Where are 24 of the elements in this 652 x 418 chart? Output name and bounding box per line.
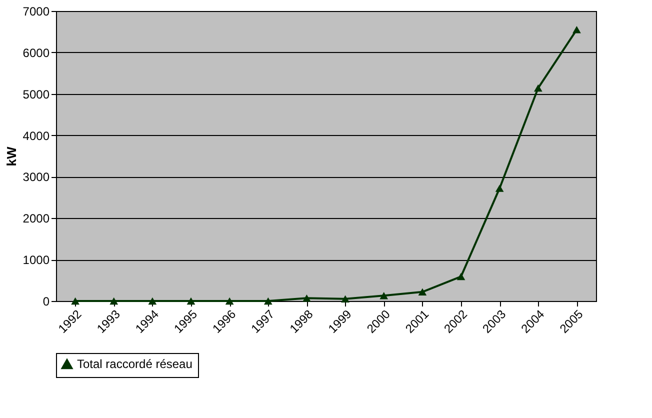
point bbox=[495, 184, 504, 192]
point bbox=[148, 297, 157, 305]
point bbox=[71, 297, 80, 305]
point bbox=[456, 272, 466, 280]
point bbox=[572, 26, 581, 34]
point bbox=[186, 297, 196, 305]
y-tick-label: 2000 bbox=[22, 212, 50, 226]
point bbox=[264, 297, 272, 305]
y-tick-label: 5000 bbox=[22, 87, 50, 102]
legend-label: Total raccordé réseau bbox=[77, 357, 192, 371]
point bbox=[341, 295, 350, 303]
y-axis-title: kW bbox=[4, 146, 19, 166]
point bbox=[418, 288, 427, 296]
y-tick-label: 4000 bbox=[22, 128, 50, 143]
y-tick-label: 1000 bbox=[22, 253, 50, 268]
y-tick-label: 3000 bbox=[22, 170, 50, 184]
point bbox=[110, 297, 118, 305]
y-tick-label: 6000 bbox=[22, 46, 50, 60]
y-tick-label: 0 bbox=[42, 294, 50, 308]
point bbox=[534, 84, 542, 92]
point bbox=[380, 292, 388, 300]
point bbox=[225, 297, 234, 305]
point bbox=[302, 294, 311, 302]
y-tick-label: 7000 bbox=[22, 4, 50, 18]
